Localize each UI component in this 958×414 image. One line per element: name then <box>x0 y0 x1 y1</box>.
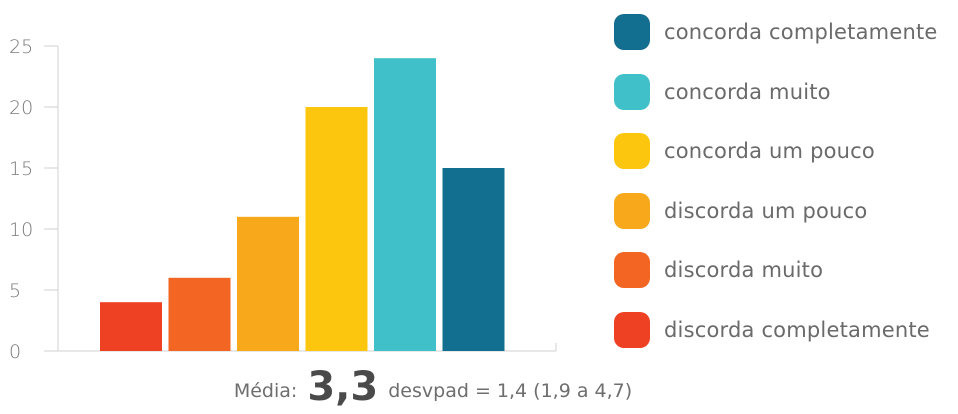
chart-bars <box>100 58 505 351</box>
y-tick-label: 0 <box>9 341 21 360</box>
bar-discorda-um-pouco <box>237 216 299 351</box>
legend-item: concorda muito <box>614 73 938 110</box>
legend-swatch <box>614 73 650 110</box>
bar-concorda-um-pouco <box>305 107 368 351</box>
summary-stats: Média: 3,3 desvpad = 1,4 (1,9 a 4,7) <box>0 364 866 410</box>
bar-discorda-completamente <box>100 302 162 351</box>
legend-item: discorda um pouco <box>614 192 938 229</box>
legend-label: concorda completamente <box>664 20 938 44</box>
y-tick-label: 15 <box>9 158 33 180</box>
bar-chart: 0 5 10 15 20 25 <box>9 36 557 360</box>
bar-discorda-muito <box>168 277 231 351</box>
y-tick-label: 25 <box>9 36 33 58</box>
legend-label: concorda muito <box>664 79 831 104</box>
legend: concorda completamente concorda muito co… <box>614 14 938 372</box>
legend-label: discorda muito <box>664 258 824 283</box>
legend-swatch <box>614 311 650 348</box>
bar-concorda-muito <box>374 58 436 351</box>
legend-item: concorda completamente <box>614 14 938 50</box>
mean-label: Média: <box>233 380 298 402</box>
legend-swatch <box>614 14 650 50</box>
mean-value: 3,3 <box>307 364 379 410</box>
legend-item: discorda muito <box>614 252 938 289</box>
legend-swatch <box>614 133 650 170</box>
y-tick-label: 5 <box>9 280 21 302</box>
legend-item: discorda completamente <box>614 311 938 348</box>
legend-label: discorda um pouco <box>664 198 868 223</box>
legend-swatch <box>614 192 650 229</box>
legend-label: discorda completamente <box>664 317 930 342</box>
legend-swatch <box>614 252 650 289</box>
y-tick-label: 20 <box>9 97 33 119</box>
stats-text: desvpad = 1,4 (1,9 a 4,7) <box>388 380 633 402</box>
y-tick-label: 10 <box>9 219 33 241</box>
bar-concorda-completamente <box>442 168 505 351</box>
legend-label: concorda um pouco <box>664 139 875 164</box>
legend-item: concorda um pouco <box>614 133 938 170</box>
